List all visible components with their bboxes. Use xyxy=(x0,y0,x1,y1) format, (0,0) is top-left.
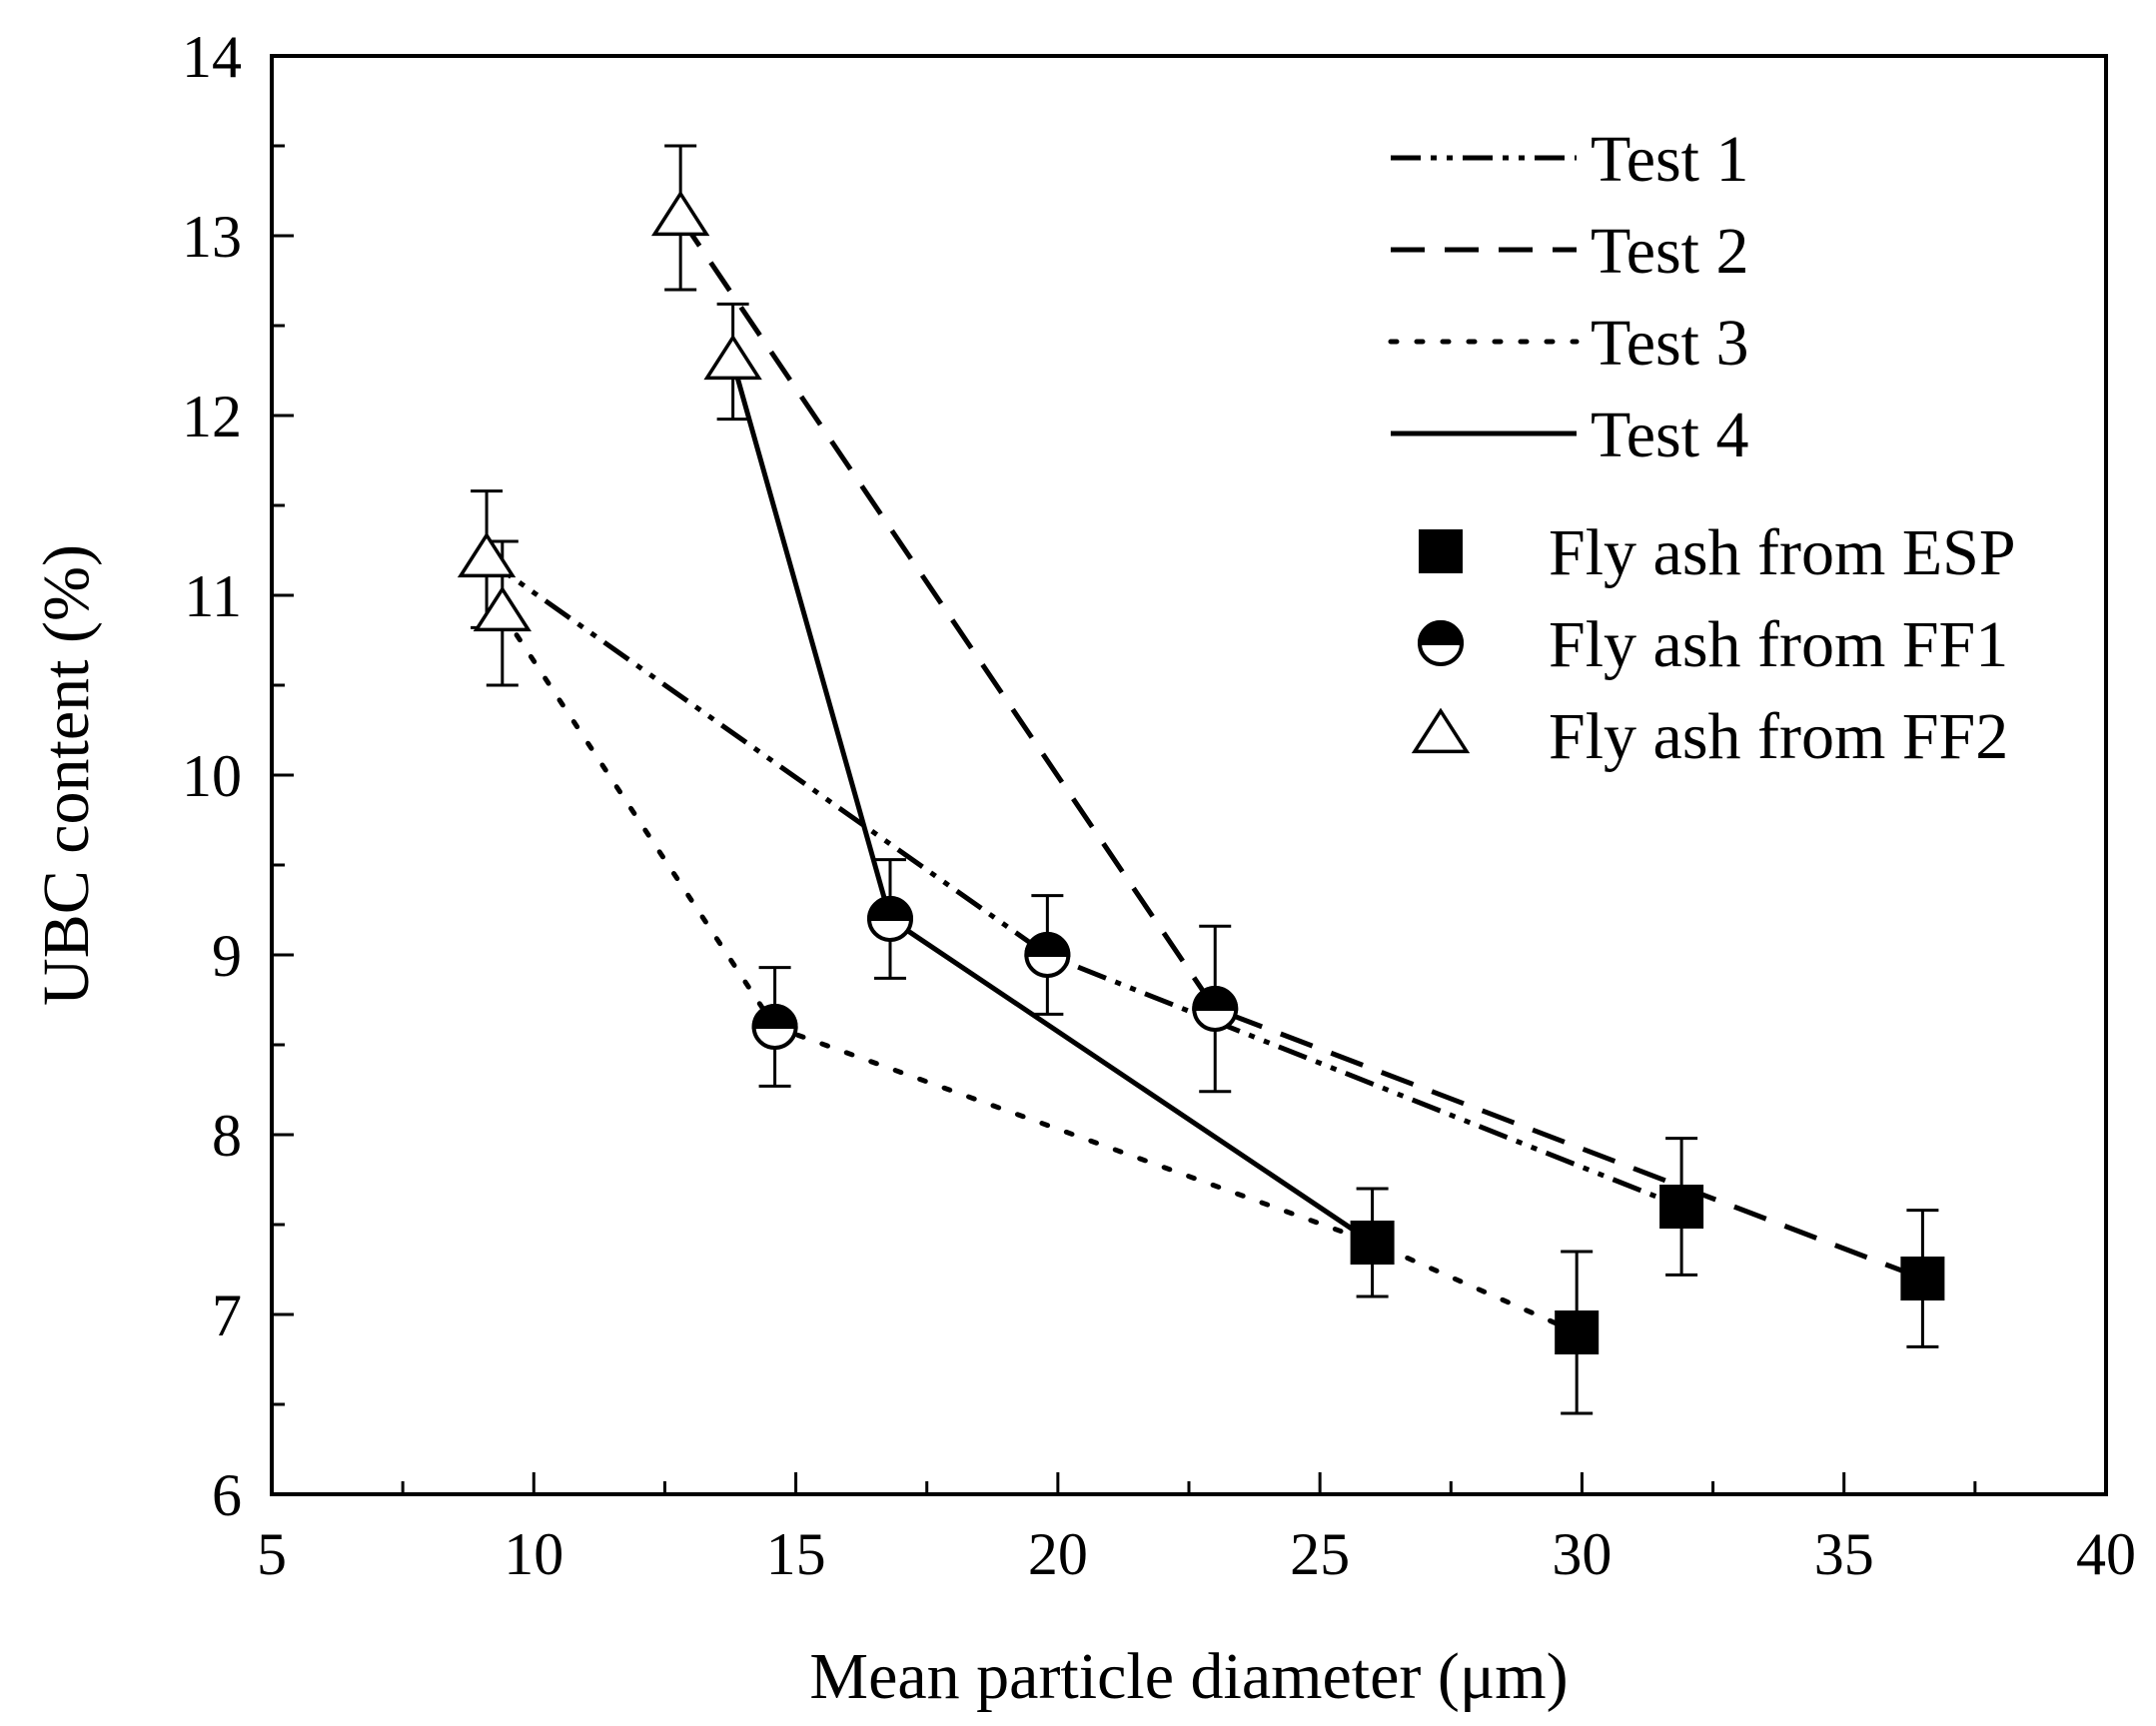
y-tick-label: 6 xyxy=(212,1462,242,1528)
legend-label-test-1: Test 1 xyxy=(1591,123,1749,196)
x-tick-label: 30 xyxy=(1552,1521,1612,1587)
half-fill-shape xyxy=(1192,986,1239,1011)
data-point-fly-ash-from-esp xyxy=(1350,1221,1395,1265)
triangle-marker-shape xyxy=(650,190,710,237)
legend-label-fly-ash-from-esp: Fly ash from ESP xyxy=(1549,516,2016,589)
marker-layer xyxy=(457,190,1945,1354)
triangle-marker-shape xyxy=(473,585,533,632)
y-tick-label: 13 xyxy=(182,204,242,270)
data-point-fly-ash-from-ff2 xyxy=(703,334,762,381)
legend-label-test-4: Test 4 xyxy=(1591,399,1749,471)
legend-marker-fly-ash-from-ff1 xyxy=(1417,620,1465,666)
legend-label-fly-ash-from-ff2: Fly ash from FF2 xyxy=(1549,700,2008,773)
plot-frame xyxy=(270,54,2108,1496)
legend-label-fly-ash-from-ff1: Fly ash from FF1 xyxy=(1549,608,2008,681)
tick-label-layer: 5 10 15 20 25 30 35 40 6 7 8 9 10 11 12 13 14 xyxy=(182,24,2136,1587)
x-tick-label: 25 xyxy=(1290,1521,1350,1587)
triangle-marker-shape xyxy=(1411,707,1471,754)
triangle-marker-shape xyxy=(703,334,762,381)
data-point-fly-ash-from-esp xyxy=(1900,1257,1945,1300)
x-tick-label: 10 xyxy=(504,1521,563,1587)
data-point-fly-ash-from-ff1 xyxy=(1192,986,1239,1032)
half-fill-shape xyxy=(1417,620,1465,645)
square-marker-shape xyxy=(1555,1310,1600,1354)
legend: Test 1 Test 2 Test 3 Test 4 Fly ash from ESP… xyxy=(1388,123,2016,773)
half-fill-shape xyxy=(866,896,913,921)
x-tick-label: 20 xyxy=(1028,1521,1088,1587)
series-line-test-1 xyxy=(485,556,1683,1210)
series-layer xyxy=(485,216,1924,1335)
y-axis-title: UBC content (%) xyxy=(30,544,103,1006)
triangle-marker-shape xyxy=(457,531,517,578)
square-marker-shape xyxy=(1419,529,1463,573)
data-point-fly-ash-from-esp xyxy=(1659,1185,1704,1229)
y-tick-label: 11 xyxy=(184,563,242,629)
data-point-fly-ash-from-ff1 xyxy=(866,896,913,942)
tick-layer xyxy=(270,54,2108,1496)
data-point-fly-ash-from-ff2 xyxy=(457,531,517,578)
y-tick-label: 9 xyxy=(212,923,242,989)
square-marker-shape xyxy=(1659,1185,1704,1229)
legend-label-test-3: Test 3 xyxy=(1591,307,1749,380)
legend-marker-fly-ash-from-esp xyxy=(1419,529,1463,573)
half-fill-shape xyxy=(1024,932,1071,957)
square-marker-shape xyxy=(1900,1257,1945,1300)
data-point-fly-ash-from-ff1 xyxy=(1024,932,1071,978)
legend-marker-fly-ash-from-ff2 xyxy=(1411,707,1471,754)
x-tick-label: 5 xyxy=(257,1521,287,1587)
data-point-fly-ash-from-ff1 xyxy=(751,1004,798,1050)
x-tick-label: 15 xyxy=(766,1521,826,1587)
half-fill-shape xyxy=(751,1004,798,1029)
x-tick-label: 40 xyxy=(2076,1521,2136,1587)
y-tick-label: 14 xyxy=(182,24,242,90)
square-marker-shape xyxy=(1350,1221,1395,1265)
x-axis-title: Mean particle diameter (μm) xyxy=(809,1640,1568,1713)
series-line-test-3 xyxy=(500,610,1580,1335)
data-point-fly-ash-from-esp xyxy=(1555,1310,1600,1354)
y-tick-label: 12 xyxy=(182,384,242,449)
y-tick-label: 8 xyxy=(212,1103,242,1169)
x-tick-label: 35 xyxy=(1814,1521,1874,1587)
y-tick-label: 7 xyxy=(212,1283,242,1348)
y-tick-label: 10 xyxy=(182,743,242,809)
legend-label-test-2: Test 2 xyxy=(1591,215,1749,288)
data-point-fly-ash-from-ff2 xyxy=(473,585,533,632)
data-point-fly-ash-from-ff2 xyxy=(650,190,710,237)
